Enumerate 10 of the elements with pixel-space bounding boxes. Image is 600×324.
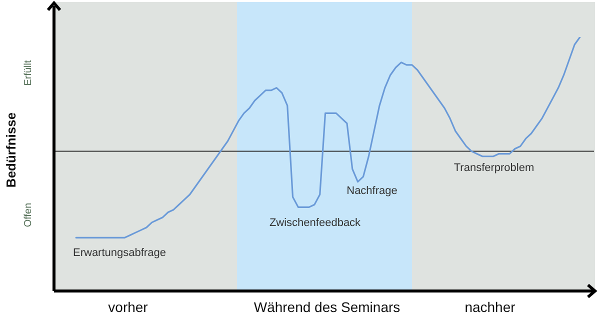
text: vorher <box>108 298 148 315</box>
text: Erfüllt <box>22 60 34 86</box>
text: nachher <box>464 298 516 315</box>
text: Offen <box>22 202 34 228</box>
annotation: Transferproblem <box>454 162 534 174</box>
annotation: Nachfrage <box>346 185 398 198</box>
y-axis-title: Bedürfnisse <box>4 112 19 188</box>
annotation: Erwartungsabfrage <box>73 247 166 260</box>
annotation: Zwischenfeedback <box>269 217 362 230</box>
text: Während des Seminars <box>254 298 400 315</box>
